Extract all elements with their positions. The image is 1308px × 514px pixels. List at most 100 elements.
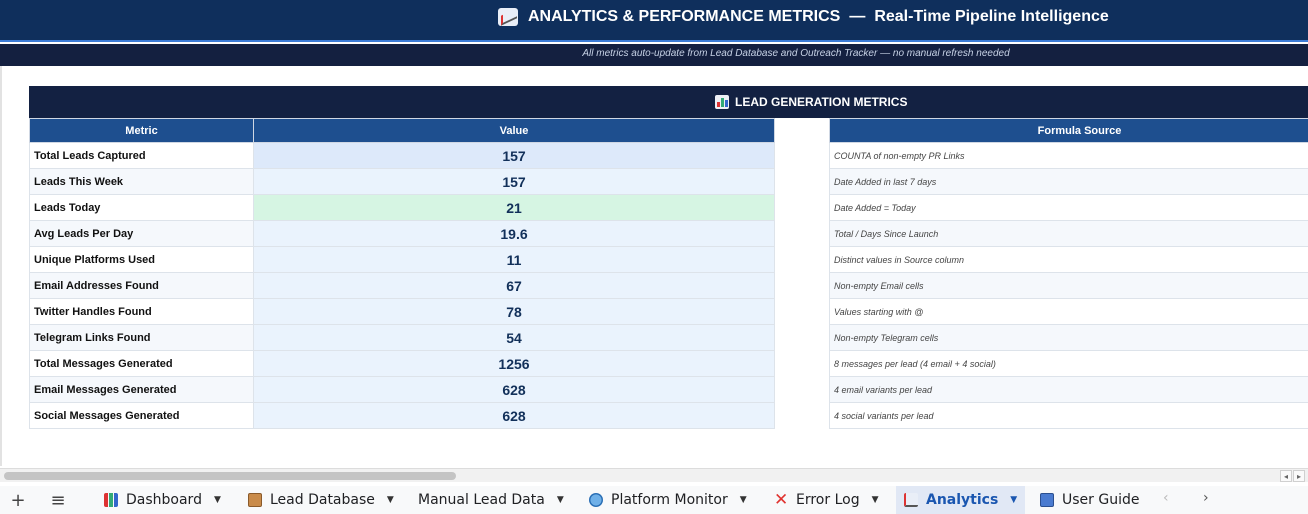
tab-label: Manual Lead Data (418, 492, 545, 508)
value-cell[interactable]: 78 (253, 298, 775, 325)
tab-label: Dashboard (126, 492, 202, 508)
formula-cell[interactable]: 8 messages per lead (4 email + 4 social) (829, 350, 1308, 377)
clipboard-icon (248, 493, 262, 507)
tab-platform-monitor[interactable]: Platform Monitor ▼ (581, 486, 755, 514)
chevron-down-icon[interactable]: ▼ (213, 495, 221, 505)
scrollbar-thumb[interactable] (4, 472, 456, 480)
table-row: 4 social variants per lead (829, 402, 1308, 429)
tab-user-guide[interactable]: User Guide (1032, 486, 1147, 514)
table-row: 4 email variants per lead (829, 376, 1308, 403)
formula-cell[interactable]: 4 email variants per lead (829, 376, 1308, 403)
formula-cell[interactable]: Date Added in last 7 days (829, 168, 1308, 195)
metrics-body: Total Leads Captured 157 Leads This Week… (29, 142, 775, 429)
tab-lead-database[interactable]: Lead Database ▼ (240, 486, 402, 514)
bar-chart-icon (104, 493, 118, 507)
table-row: Email Messages Generated 628 (29, 376, 775, 403)
cross-icon: ✕ (774, 490, 789, 510)
tab-label: Error Log (796, 492, 860, 508)
metric-cell[interactable]: Total Leads Captured (29, 142, 254, 169)
metrics-table: Metric Value Total Leads Captured 157 Le… (29, 118, 775, 429)
table-row: Twitter Handles Found 78 (29, 298, 775, 325)
chevron-down-icon[interactable]: ▼ (386, 495, 394, 505)
column-header-metric[interactable]: Metric (29, 118, 254, 143)
metric-cell[interactable]: Avg Leads Per Day (29, 220, 254, 247)
table-row: COUNTA of non-empty PR Links (829, 142, 1308, 169)
tab-analytics[interactable]: Analytics ▼ (896, 486, 1026, 514)
chevron-down-icon[interactable]: ▼ (1010, 495, 1018, 505)
section-header: LEAD GENERATION METRICS (29, 86, 1308, 118)
metric-cell[interactable]: Twitter Handles Found (29, 298, 254, 325)
column-header-value[interactable]: Value (253, 118, 775, 143)
chevron-down-icon[interactable]: ▼ (871, 495, 879, 505)
value-cell[interactable]: 54 (253, 324, 775, 351)
tab-manual-lead-data[interactable]: Manual Lead Data ▼ (410, 486, 572, 514)
tab-error-log[interactable]: ✕ Error Log ▼ (766, 486, 887, 514)
book-icon (1040, 493, 1054, 507)
formula-table: Formula Source COUNTA of non-empty PR Li… (829, 118, 1308, 429)
formula-cell[interactable]: Distinct values in Source column (829, 246, 1308, 273)
tagline: All metrics auto-update from Lead Databa… (582, 48, 1010, 59)
metric-cell[interactable]: Unique Platforms Used (29, 246, 254, 273)
metric-cell[interactable]: Email Messages Generated (29, 376, 254, 403)
formula-cell[interactable]: COUNTA of non-empty PR Links (829, 142, 1308, 169)
tab-label: Lead Database (270, 492, 375, 508)
tagline-bar: All metrics auto-update from Lead Databa… (0, 44, 1308, 66)
section-title: LEAD GENERATION METRICS (735, 95, 908, 109)
grid-edge (0, 66, 2, 466)
table-row: Unique Platforms Used 11 (29, 246, 775, 273)
tab-label: Platform Monitor (611, 492, 728, 508)
value-cell[interactable]: 21 (253, 194, 775, 221)
metric-cell[interactable]: Email Addresses Found (29, 272, 254, 299)
value-cell[interactable]: 67 (253, 272, 775, 299)
formula-cell[interactable]: Values starting with @ (829, 298, 1308, 325)
value-cell[interactable]: 11 (253, 246, 775, 273)
scroll-right-icon[interactable]: ▸ (1293, 470, 1305, 482)
table-row: Email Addresses Found 67 (29, 272, 775, 299)
formula-body: COUNTA of non-empty PR Links Date Added … (829, 142, 1308, 429)
tab-dashboard[interactable]: Dashboard ▼ (96, 486, 229, 514)
metric-cell[interactable]: Total Messages Generated (29, 350, 254, 377)
value-cell[interactable]: 1256 (253, 350, 775, 377)
all-sheets-button[interactable]: ≡ (50, 490, 66, 511)
value-cell[interactable]: 19.6 (253, 220, 775, 247)
chevron-down-icon[interactable]: ▼ (739, 495, 747, 505)
table-row: Distinct values in Source column (829, 246, 1308, 273)
value-cell[interactable]: 157 (253, 142, 775, 169)
line-chart-icon (498, 8, 518, 26)
page-subtitle: Real-Time Pipeline Intelligence (874, 8, 1109, 25)
value-cell[interactable]: 628 (253, 376, 775, 403)
table-row: Telegram Links Found 54 (29, 324, 775, 351)
column-header-formula[interactable]: Formula Source (829, 118, 1308, 143)
formula-cell[interactable]: Non-empty Email cells (829, 272, 1308, 299)
globe-icon (589, 493, 603, 507)
formula-cell[interactable]: 4 social variants per lead (829, 402, 1308, 429)
value-cell[interactable]: 628 (253, 402, 775, 429)
scroll-tabs-right-icon[interactable]: › (1203, 490, 1209, 506)
value-cell[interactable]: 157 (253, 168, 775, 195)
title-banner: ANALYTICS & PERFORMANCE METRICS — Real-T… (0, 0, 1308, 42)
table-row: Values starting with @ (829, 298, 1308, 325)
table-row: 8 messages per lead (4 email + 4 social) (829, 350, 1308, 377)
tab-label: User Guide (1062, 492, 1140, 508)
scroll-left-icon[interactable]: ◂ (1280, 470, 1292, 482)
chevron-down-icon[interactable]: ▼ (556, 495, 564, 505)
scroll-tabs-left-icon[interactable]: ‹ (1163, 490, 1169, 506)
line-chart-icon (904, 493, 918, 507)
formula-cell[interactable]: Non-empty Telegram cells (829, 324, 1308, 351)
formula-cell[interactable]: Total / Days Since Launch (829, 220, 1308, 247)
bar-chart-icon (715, 95, 729, 109)
table-row: Leads Today 21 (29, 194, 775, 221)
horizontal-scrollbar[interactable]: ◂ ▸ (0, 468, 1308, 482)
metric-cell[interactable]: Social Messages Generated (29, 402, 254, 429)
metric-cell[interactable]: Telegram Links Found (29, 324, 254, 351)
tab-label: Analytics (926, 492, 999, 508)
table-row: Non-empty Telegram cells (829, 324, 1308, 351)
formula-cell[interactable]: Date Added = Today (829, 194, 1308, 221)
sheet-tab-bar: + ≡ Dashboard ▼ Lead Database ▼ Manual Lea… (0, 486, 1308, 514)
page-title: ANALYTICS & PERFORMANCE METRICS (528, 8, 841, 25)
metric-cell[interactable]: Leads Today (29, 194, 254, 221)
add-sheet-button[interactable]: + (10, 490, 26, 511)
metric-cell[interactable]: Leads This Week (29, 168, 254, 195)
table-row: Total / Days Since Launch (829, 220, 1308, 247)
